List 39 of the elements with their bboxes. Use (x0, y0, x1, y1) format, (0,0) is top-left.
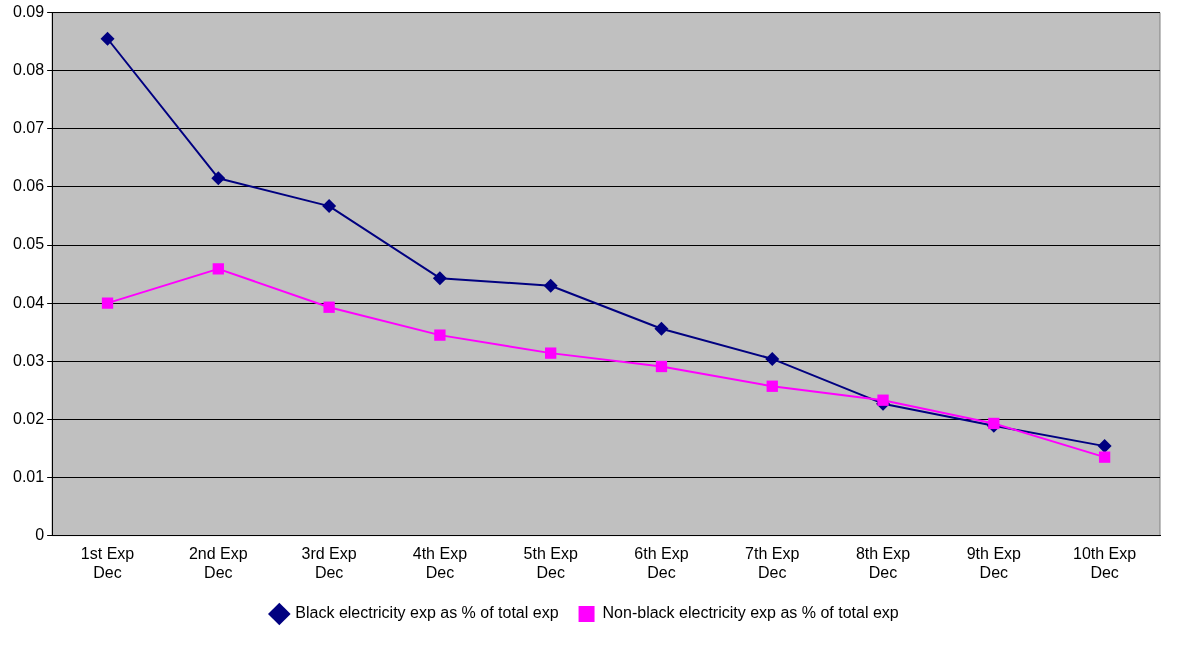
point (654, 321, 669, 336)
point (434, 329, 446, 341)
point (432, 271, 447, 286)
point (101, 297, 114, 309)
y-tick-label: 0.04 (13, 293, 45, 311)
x-tick-label: 1st Exp Dec (80, 544, 135, 581)
legend-label: Black electricity exp as % of total exp (295, 604, 559, 622)
x-tick-label: 9th Exp Dec (966, 544, 1022, 581)
legend-label: Non-black electricity exp as % of total exp (602, 604, 899, 622)
x-tick-label: 6th Exp Dec (634, 544, 689, 581)
point (211, 171, 226, 186)
x-tick-label: 7th Exp Dec (745, 544, 800, 581)
point (322, 199, 337, 214)
x-tick-label: 8th Exp Dec (855, 544, 911, 581)
y-tick-label: 0.01 (13, 467, 45, 485)
x-tick-label: 4th Exp Dec (412, 544, 468, 581)
y-tick-label: 0.02 (13, 409, 45, 427)
point (766, 380, 778, 392)
x-tick-label: 10th Exp Dec (1073, 544, 1137, 581)
point (100, 31, 115, 46)
x-tick-label: 5th Exp Dec (523, 544, 578, 581)
point (1097, 439, 1112, 454)
point (543, 278, 558, 293)
y-tick-label: 0.03 (13, 351, 45, 369)
point (1098, 451, 1111, 463)
point (655, 360, 668, 373)
y-tick-label: 0.09 (13, 3, 45, 21)
point (212, 263, 224, 275)
y-tick-label: 0.08 (13, 61, 45, 79)
point (877, 394, 889, 406)
x-tick-label: 2nd Exp Dec (188, 544, 248, 581)
y-tick-label: 0 (35, 526, 45, 544)
y-tick-label: 0.05 (13, 235, 45, 253)
point (323, 301, 335, 313)
point (765, 351, 780, 366)
y-tick-label: 0.06 (13, 177, 45, 195)
y-tick-label: 0.07 (13, 119, 45, 137)
point (545, 347, 557, 359)
x-tick-label: 3rd Exp Dec (301, 544, 357, 581)
